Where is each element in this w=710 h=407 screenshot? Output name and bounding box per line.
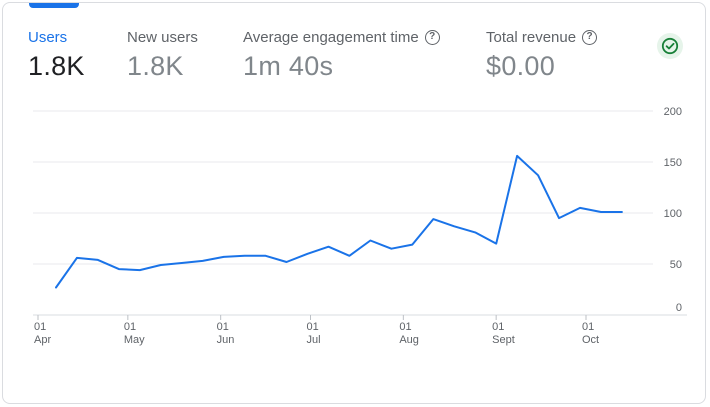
users-line-chart: 05010015020001Apr01May01Jun01Jul01Aug01S… <box>33 106 687 346</box>
analytics-card: Users 1.8K New users 1.8K Average engage… <box>2 2 706 404</box>
x-tick-month-label: Oct <box>582 334 599 346</box>
metric-users-value: 1.8K <box>28 51 85 81</box>
x-tick-day-label: 01 <box>399 321 411 333</box>
users-series-line <box>55 154 623 289</box>
metric-engagement-time-value: 1m 40s <box>243 51 334 81</box>
y-tick-label: 200 <box>664 106 682 118</box>
metric-engagement-time-label-text: Average engagement time <box>243 28 419 46</box>
metric-new-users-value: 1.8K <box>127 51 184 81</box>
x-tick-month-label: Jul <box>307 334 321 346</box>
check-circle-icon[interactable] <box>657 33 683 59</box>
metric-users-label-text: Users <box>28 28 68 46</box>
help-circle-icon[interactable]: ? <box>424 29 440 45</box>
x-tick-month-label: Aug <box>399 334 419 346</box>
x-tick-day-label: 01 <box>307 321 319 333</box>
metric-new-users-label: New users <box>127 27 198 47</box>
metric-total-revenue-label: Total revenue ? <box>486 27 598 47</box>
x-tick-day-label: 01 <box>124 321 136 333</box>
active-tab-indicator <box>29 3 79 8</box>
x-tick-month-label: Sept <box>492 334 515 346</box>
x-tick-day-label: 01 <box>492 321 504 333</box>
x-tick-month-label: Apr <box>34 334 51 346</box>
x-tick-month-label: May <box>124 334 145 346</box>
help-circle-icon[interactable]: ? <box>582 29 598 45</box>
metric-new-users-tab[interactable]: New users 1.8K <box>127 27 198 82</box>
x-tick-day-label: 01 <box>582 321 594 333</box>
x-tick-day-label: 01 <box>34 321 46 333</box>
metric-engagement-time-tab[interactable]: Average engagement time ? 1m 40s <box>243 27 440 82</box>
y-tick-label: 100 <box>664 208 682 220</box>
y-tick-label: 0 <box>676 302 682 314</box>
metric-users-tab[interactable]: Users 1.8K <box>28 27 85 82</box>
metric-total-revenue-value: $0.00 <box>486 51 556 81</box>
metric-users-label: Users <box>28 27 85 47</box>
y-tick-label: 150 <box>664 157 682 169</box>
x-tick-month-label: Jun <box>217 334 235 346</box>
metric-engagement-time-label: Average engagement time ? <box>243 27 440 47</box>
y-tick-label: 50 <box>670 259 682 271</box>
metric-total-revenue-tab[interactable]: Total revenue ? $0.00 <box>486 27 598 82</box>
x-tick-day-label: 01 <box>217 321 229 333</box>
metric-total-revenue-label-text: Total revenue <box>486 28 577 46</box>
metric-new-users-label-text: New users <box>127 28 198 46</box>
